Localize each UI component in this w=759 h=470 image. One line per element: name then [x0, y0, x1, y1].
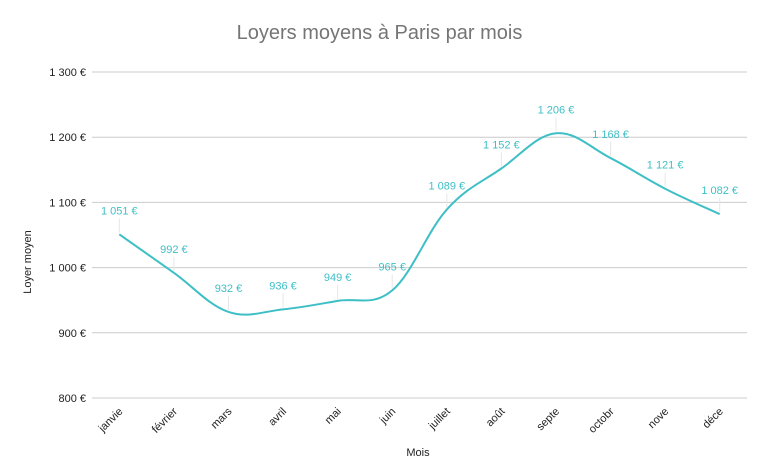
y-tick-label: 1 300 € — [49, 67, 86, 79]
data-label: 949 € — [324, 272, 352, 284]
data-label: 992 € — [160, 244, 188, 256]
x-tick-label: octobr — [587, 405, 617, 435]
y-tick-label: 1 100 € — [49, 197, 86, 209]
data-label: 1 168 € — [592, 129, 629, 141]
x-tick-label: nove — [646, 406, 671, 431]
y-tick-label: 1 000 € — [49, 263, 86, 275]
x-tick-label: juin — [377, 406, 398, 427]
x-tick-label: août — [484, 406, 508, 430]
data-label: 932 € — [215, 283, 243, 295]
series-line-layer — [118, 132, 721, 316]
series-line — [118, 132, 721, 316]
data-label: 1 051 € — [101, 205, 138, 217]
data-label: 1 152 € — [483, 139, 520, 151]
data-label: 936 € — [269, 280, 297, 292]
data-labels: 1 051 € 992 € 932 € 936 € 949 € 965 € 1 089 € 1… — [101, 104, 738, 310]
x-tick-label: mars — [209, 405, 235, 431]
data-label: 1 206 € — [538, 104, 575, 116]
x-tick-label: janvie — [96, 406, 126, 436]
data-label: 1 082 € — [701, 185, 738, 197]
x-tick-label: déce — [700, 406, 725, 431]
data-label: 1 089 € — [428, 181, 465, 193]
data-label: 1 121 € — [647, 160, 684, 172]
x-tick-label: juillet — [426, 406, 453, 433]
x-tick-label: février — [150, 405, 180, 435]
x-tick-label: mai — [323, 406, 344, 427]
data-label: 965 € — [378, 261, 406, 273]
chart-title: Loyers moyens à Paris par mois — [236, 22, 523, 44]
y-axis-title: Loyer moyen — [22, 230, 34, 294]
y-tick-label: 800 € — [58, 393, 86, 405]
y-tick-label: 1 200 € — [49, 132, 86, 144]
gridlines — [92, 71, 747, 399]
x-tick-label: avril — [266, 406, 289, 429]
x-axis-ticks: janvie février mars avril mai juin juillet août… — [96, 405, 726, 435]
x-tick-label: septe — [535, 406, 563, 434]
y-axis-ticks: 800 € 900 € 1 000 € 1 100 € 1 200 € 1 300 € — [49, 67, 86, 405]
x-axis-title: Mois — [406, 447, 430, 459]
y-tick-label: 900 € — [58, 328, 86, 340]
